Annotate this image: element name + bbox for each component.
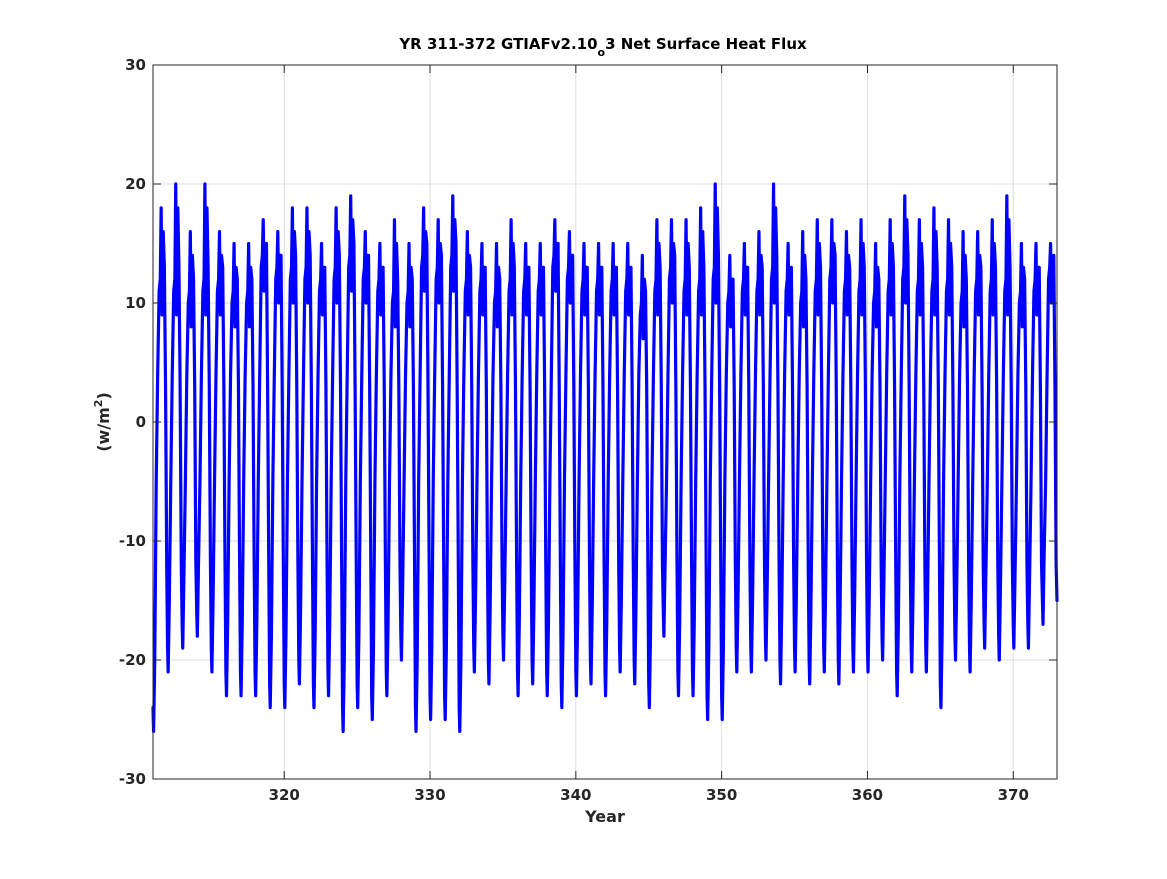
x-tick-label: 340 [560, 786, 591, 804]
y-tick-label: -10 [119, 532, 146, 550]
heat-flux-series-line [151, 182, 1059, 733]
x-tick-label: 370 [998, 786, 1029, 804]
x-tick-label: 360 [852, 786, 883, 804]
y-tick-label: -30 [119, 770, 146, 788]
y-tick-label: 30 [125, 56, 146, 74]
tick-layer: 320 330 340 350 360 370 -30 -20 -10 0 10 20 30 [119, 56, 1057, 804]
x-axis-label: Year [584, 807, 625, 826]
chart-title-tail: 3 Net Surface Heat Flux [605, 35, 807, 53]
chart-title: YR 311-372 GTIAFv2.10o3 Net Surface Heat… [398, 35, 807, 59]
y-tick-label: 20 [125, 175, 146, 193]
y-tick-label: 0 [136, 413, 146, 431]
y-axis-label-main: (w/m [94, 407, 113, 452]
y-axis-label-tail: ) [94, 392, 113, 399]
chart-title-main: YR 311-372 GTIAFv2.10 [398, 35, 597, 53]
x-tick-label: 350 [706, 786, 737, 804]
x-tick-label: 320 [269, 786, 300, 804]
chart-title-subscript: o [598, 46, 606, 59]
y-tick-label: 10 [125, 294, 146, 312]
y-axis-label: (w/m2) [92, 392, 113, 452]
series-layer [151, 182, 1059, 733]
y-axis-label-superscript: 2 [92, 400, 105, 408]
x-tick-label: 330 [414, 786, 445, 804]
y-tick-label: -20 [119, 651, 146, 669]
